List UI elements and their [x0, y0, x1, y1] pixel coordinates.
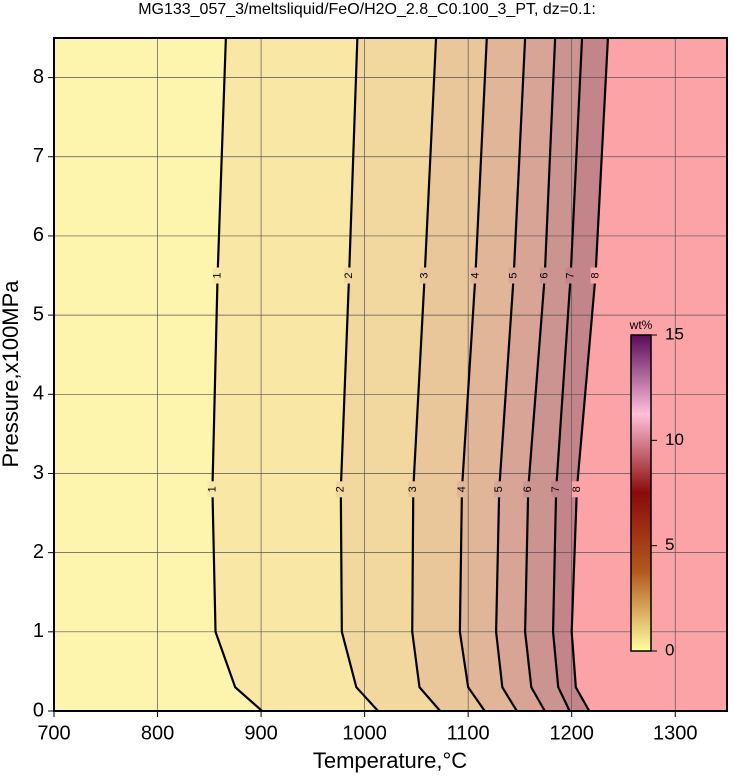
colorbar-tick-label: 5 [665, 535, 674, 554]
contour-label-bg [539, 267, 550, 284]
contour-label: 2 [343, 272, 355, 278]
y-axis-label: Pressure,x100MPa [0, 280, 23, 468]
contour-label: 5 [493, 486, 505, 492]
contour-label: 3 [407, 486, 419, 492]
contour-label-bg [408, 481, 419, 498]
x-tick-label: 1200 [549, 722, 594, 744]
colorbar-label: wt% [629, 318, 653, 332]
y-tick-label: 8 [33, 66, 44, 88]
contour-line [458, 37, 488, 712]
contour-label: 7 [565, 272, 577, 278]
contour-label: 5 [508, 272, 520, 278]
x-axis-label: Temperature,°C [313, 748, 467, 773]
contour-line [339, 37, 379, 712]
contour-label-bg [551, 481, 562, 498]
y-tick-label: 5 [33, 303, 44, 325]
x-tick-label: 1100 [447, 722, 490, 744]
y-tick-label: 6 [33, 224, 44, 246]
contour-label: 8 [589, 272, 601, 278]
chart-title: MG133_057_3/meltsliquid/FeO/H2O_2.8_C0.1… [138, 1, 596, 18]
contour-label: 8 [571, 486, 583, 492]
y-tick-label: 7 [33, 145, 44, 167]
contour-label: 4 [456, 486, 468, 492]
contour-label: 1 [206, 486, 218, 492]
contour-label-bg [571, 481, 582, 498]
contour-label: 7 [550, 486, 562, 492]
contour-label-bg [470, 267, 481, 284]
y-tick-label: 3 [33, 462, 44, 484]
contour-label-bg [494, 481, 505, 498]
contour-line [551, 37, 584, 712]
y-tick-label: 4 [33, 383, 44, 405]
contour-label: 2 [335, 486, 347, 492]
contour-label-bg [565, 267, 576, 284]
x-tick-label: 700 [37, 722, 70, 744]
contour-line [411, 37, 442, 712]
contour-label-bg [508, 267, 519, 284]
colorbar-tick-label: 0 [665, 640, 674, 659]
contour-label-bg [419, 267, 430, 284]
contour-line [495, 37, 527, 712]
x-tick-label: 900 [244, 722, 277, 744]
contour-label-bg [207, 481, 218, 498]
contour-label: 4 [469, 272, 481, 278]
colorbar-tick-label: 15 [665, 324, 684, 343]
contour-line [570, 37, 610, 712]
y-tick-label: 2 [33, 541, 44, 563]
x-tick-label: 800 [141, 722, 174, 744]
plot-frame [53, 37, 728, 712]
x-tick-label: 1000 [342, 722, 387, 744]
contour-label: 3 [419, 272, 431, 278]
contour-label-bg [212, 267, 223, 284]
contour-label: 1 [211, 272, 223, 278]
contour-label-bg [523, 481, 534, 498]
contour-label-bg [456, 481, 467, 498]
x-tick-label: 1300 [653, 722, 698, 744]
contour-label: 6 [539, 272, 551, 278]
contour-line [523, 37, 557, 712]
contour-label: 6 [522, 486, 534, 492]
colorbar-tick-label: 10 [665, 430, 684, 449]
contour-label-bg [590, 267, 601, 284]
contour-label-bg [344, 267, 355, 284]
colorbar [630, 334, 652, 652]
contour-line [211, 37, 263, 712]
y-tick-label: 1 [33, 620, 44, 642]
y-tick-label: 0 [33, 699, 44, 721]
contour-label-bg [335, 481, 346, 498]
